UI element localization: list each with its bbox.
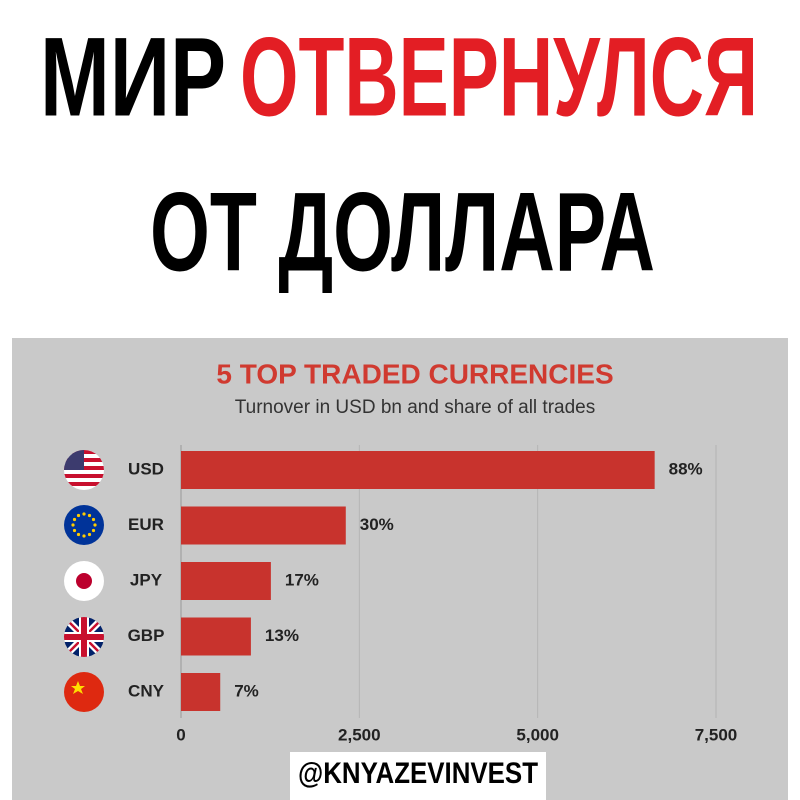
share-label: 30%: [360, 515, 394, 534]
bar: [181, 617, 251, 656]
category-label: CNY: [128, 681, 165, 700]
category-label: GBP: [128, 626, 165, 645]
share-label: 17%: [285, 570, 319, 589]
share-label: 13%: [265, 626, 299, 645]
bar: [181, 506, 346, 545]
share-label: 88%: [669, 459, 703, 478]
chart-panel: [12, 338, 788, 800]
category-label: JPY: [130, 570, 163, 589]
flag-cny-star: [71, 681, 85, 694]
flag-usd: [64, 450, 104, 490]
chart-subtitle: Turnover in USD bn and share of all trad…: [235, 397, 595, 418]
category-label: USD: [128, 459, 164, 478]
bar: [181, 673, 221, 711]
category-label: EUR: [128, 515, 164, 534]
headline-word: ОТ ДОЛЛАРА: [150, 170, 655, 295]
share-label: 7%: [234, 681, 259, 700]
x-tick-label: 5,000: [516, 725, 559, 744]
flag-gbp: [64, 617, 104, 657]
flag-eur-stars: [71, 512, 97, 538]
x-tick-label: 7,500: [695, 725, 738, 744]
bar: [181, 451, 655, 489]
grid: [180, 445, 717, 718]
headline: МИР ОТВЕРНУЛСЯ ОТ ДОЛЛАРА: [40, 15, 758, 295]
flag-jpy-dot: [76, 573, 92, 589]
footer-box: [290, 752, 546, 800]
x-tick-label: 0: [176, 725, 185, 744]
headline-word: ОТВЕРНУЛСЯ: [240, 15, 758, 140]
chart-title: 5 TOP TRADED CURRENCIES: [216, 358, 613, 389]
x-tick-label: 2,500: [338, 725, 381, 744]
bar: [181, 562, 271, 600]
flags: [64, 450, 104, 712]
headline-word: МИР: [40, 15, 226, 140]
flag-cny: [64, 672, 104, 712]
flag-eur: [64, 505, 104, 545]
footer-handle: @KNYAZEVINVEST: [298, 757, 538, 790]
